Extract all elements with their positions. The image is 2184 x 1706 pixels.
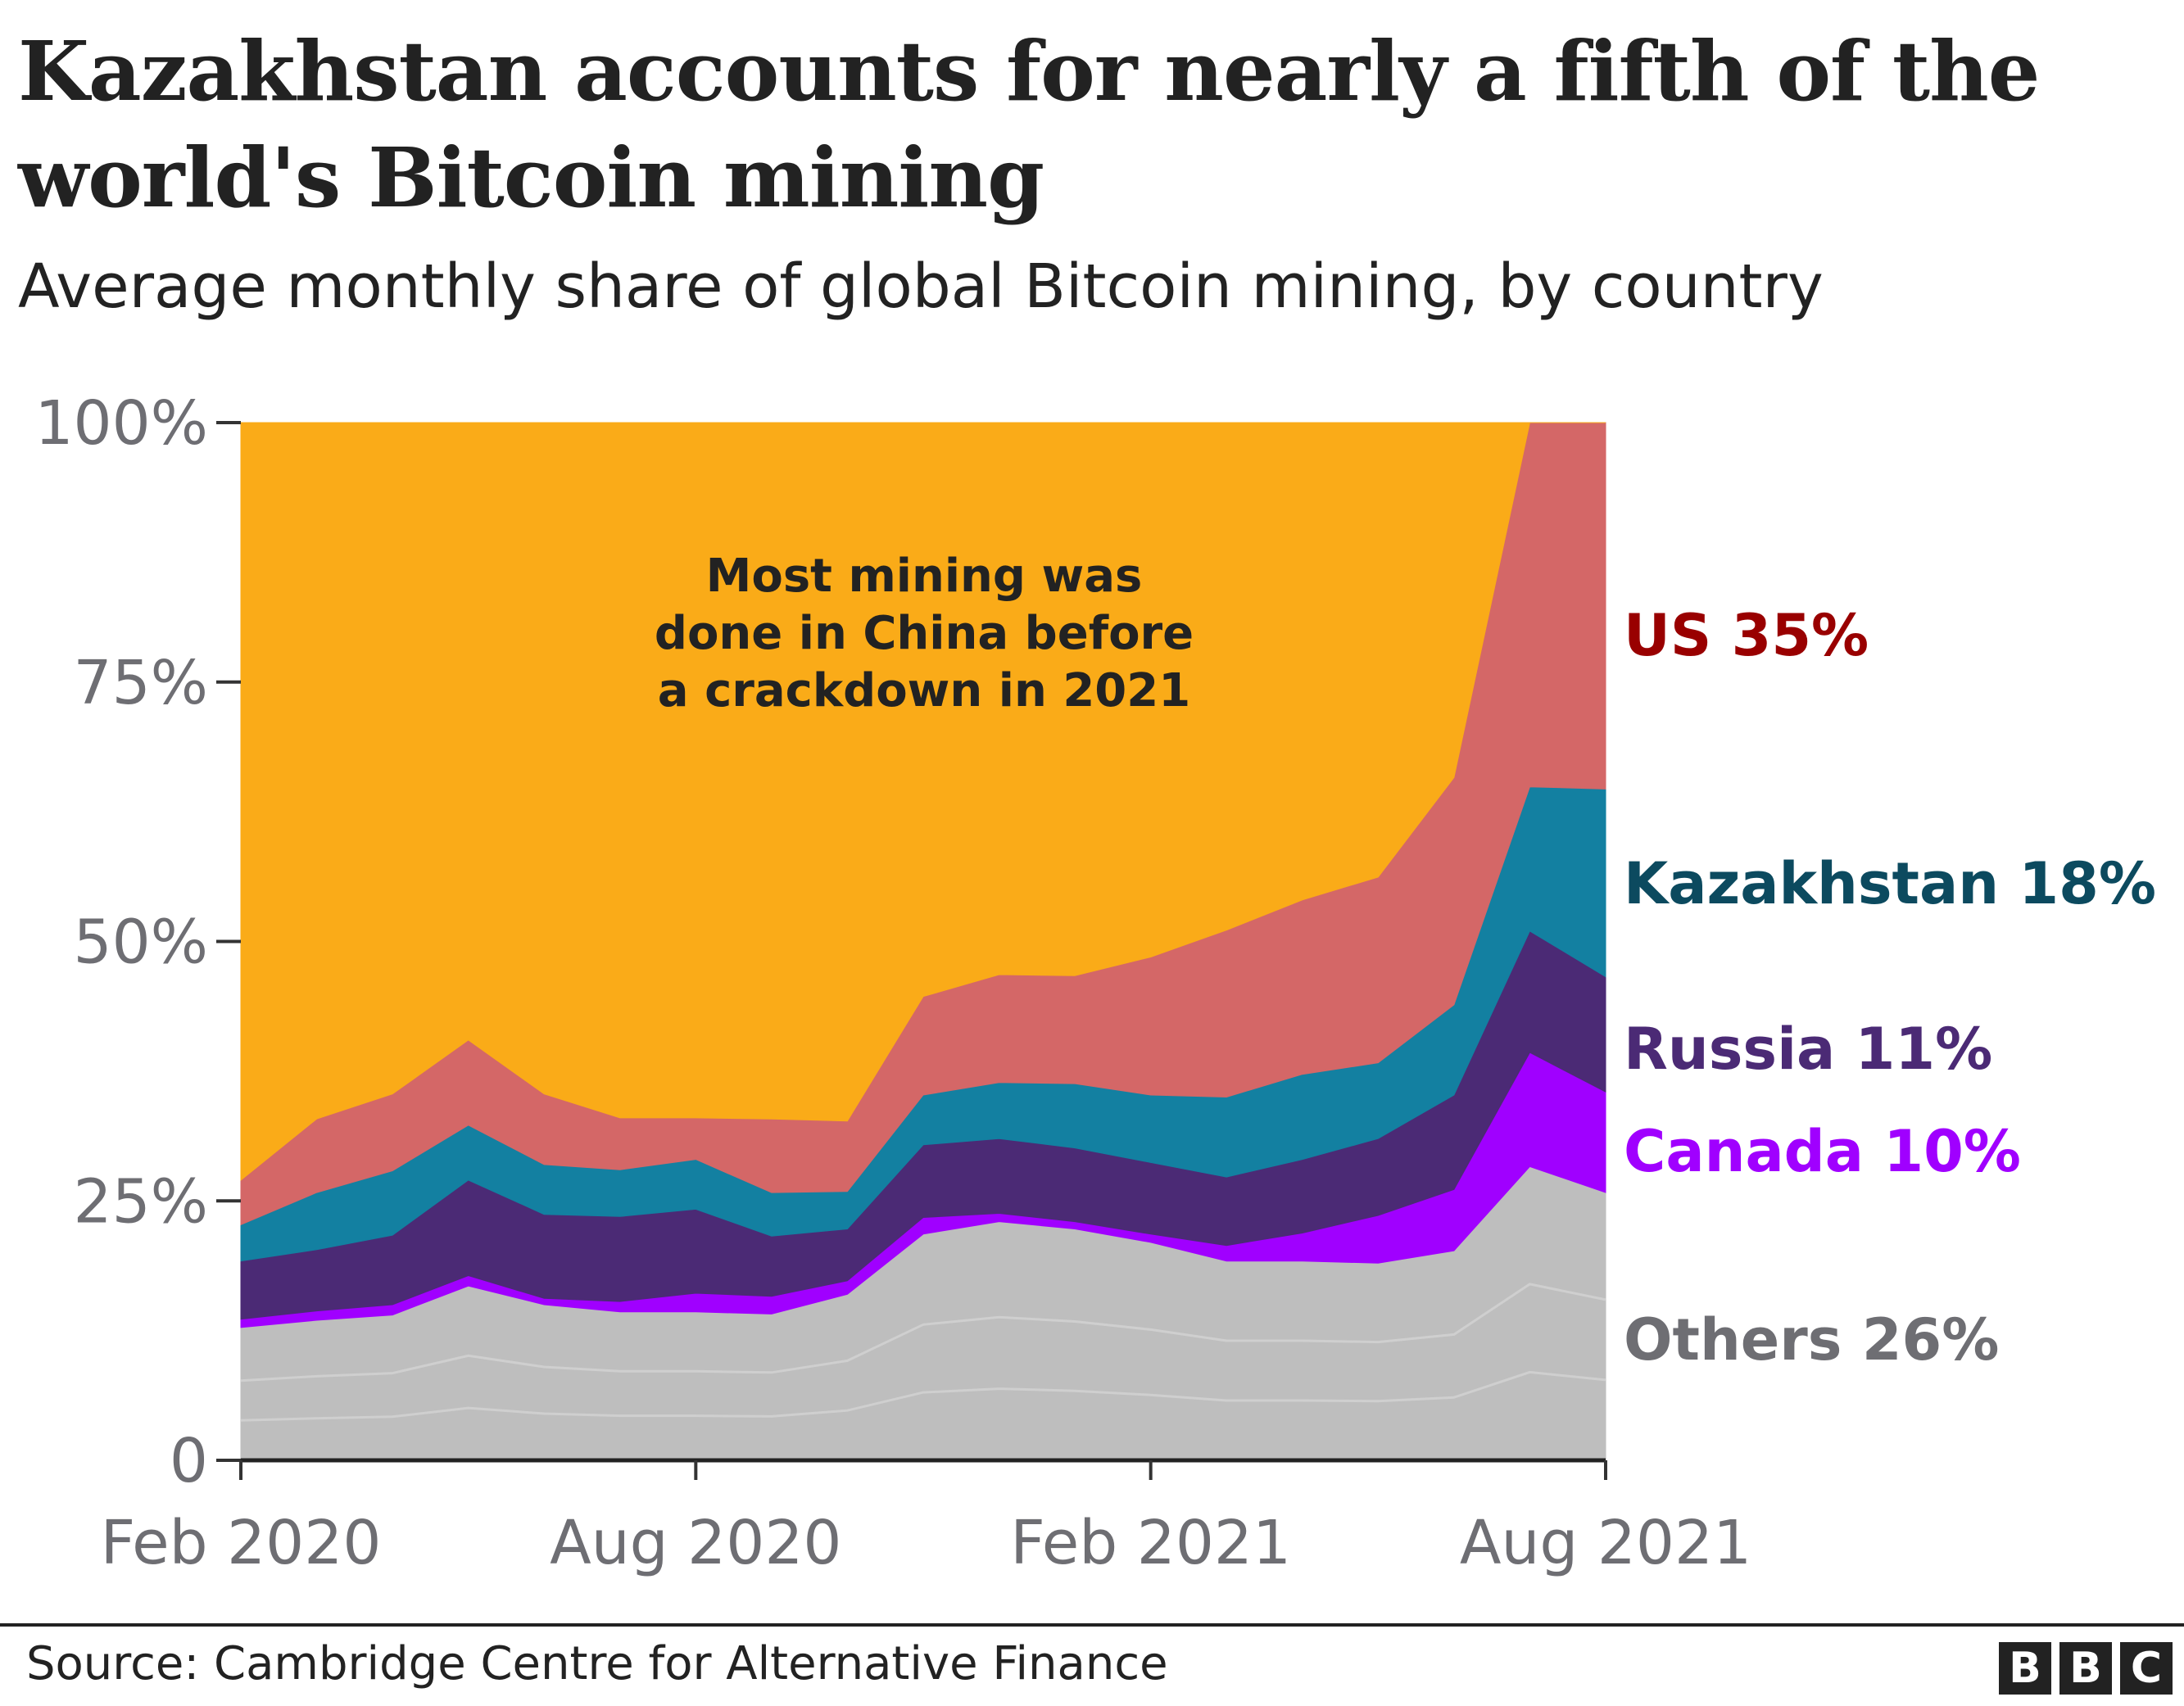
x-axis: Feb 2020 Aug 2020 Feb 2021 Aug 2021 bbox=[101, 1458, 1751, 1578]
chart-subtitle: Average monthly share of global Bitcoin … bbox=[18, 251, 1824, 322]
stacked-area-chart: 0 25% 50% 75% 100% Feb 2020 Aug 2020 Feb 2021 A… bbox=[34, 388, 2156, 1578]
y-tick-label: 75% bbox=[74, 648, 208, 718]
annotation-line: done in China before bbox=[655, 607, 1194, 660]
bbc-logo: B B C bbox=[1999, 1642, 2173, 1695]
y-tick-label: 0 bbox=[170, 1426, 208, 1496]
footer-divider bbox=[0, 1623, 2184, 1627]
annotation-line: a crackdown in 2021 bbox=[658, 664, 1190, 717]
series-labels: Others 26% Canada 10% Russia 11% Kazakhstan… bbox=[1624, 602, 2156, 1373]
series-label-others: Others 26% bbox=[1624, 1306, 1999, 1373]
y-tick-label: 25% bbox=[74, 1166, 208, 1237]
annotation-line: Most mining was bbox=[706, 550, 1143, 603]
area-china bbox=[240, 422, 1606, 1181]
chart-title: Kazakhstan accounts for nearly a fifth o… bbox=[18, 23, 2040, 226]
others-inner-line bbox=[240, 1370, 1606, 1422]
series-label-russia: Russia 11% bbox=[1624, 1016, 1992, 1083]
source-note: Source: Cambridge Centre for Alternative… bbox=[26, 1637, 1168, 1690]
y-tick-label: 100% bbox=[34, 388, 208, 459]
others-inner-line bbox=[240, 1283, 1606, 1382]
x-tick-label: Feb 2020 bbox=[101, 1508, 382, 1578]
bbc-logo-letter: B bbox=[2059, 1642, 2112, 1695]
bbc-logo-letter: B bbox=[1999, 1642, 2051, 1695]
x-tick-label: Feb 2021 bbox=[1010, 1508, 1291, 1578]
bbc-logo-letter: C bbox=[2120, 1642, 2173, 1695]
series-label-canada: Canada 10% bbox=[1624, 1118, 2021, 1185]
area-layers bbox=[240, 422, 1606, 1461]
y-tick-label: 50% bbox=[74, 907, 208, 978]
y-axis: 0 25% 50% 75% 100% bbox=[34, 388, 241, 1496]
x-tick-label: Aug 2021 bbox=[1460, 1508, 1751, 1578]
x-tick-label: Aug 2020 bbox=[550, 1508, 841, 1578]
series-label-kazakhstan: Kazakhstan 18% bbox=[1624, 850, 2156, 917]
series-label-us: US 35% bbox=[1624, 602, 1869, 669]
